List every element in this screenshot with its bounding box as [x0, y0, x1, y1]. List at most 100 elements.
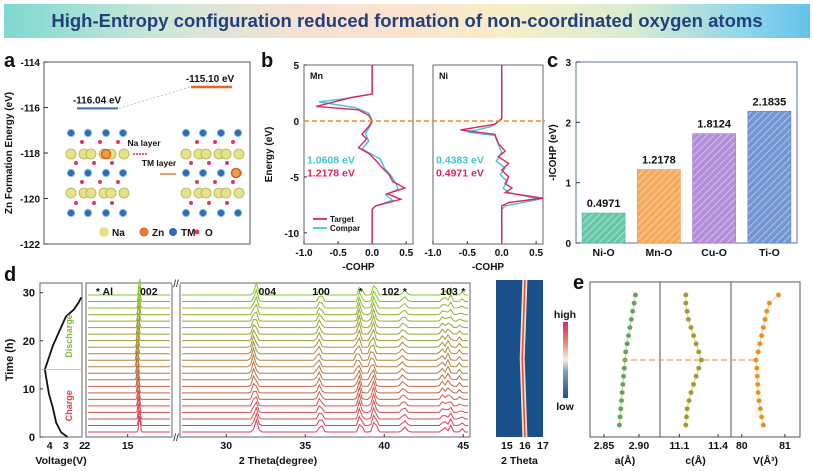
- cohp-line-target: [460, 65, 544, 244]
- na-atom: [118, 148, 130, 160]
- na-atom: [180, 187, 192, 199]
- legend-marker-o: [194, 229, 200, 235]
- icohp-value: 0.4383 eV: [436, 154, 484, 166]
- lattice-point: [617, 405, 624, 412]
- lattice-point: [688, 389, 694, 396]
- lattice-point: [757, 405, 764, 412]
- axis-break-top: //: [173, 279, 179, 290]
- lattice-point: [758, 332, 765, 339]
- voltage-frame: [39, 282, 83, 438]
- y-axis-label: -ICOHP (eV): [548, 124, 559, 181]
- lattice-point: [682, 422, 689, 428]
- contour-map: [496, 280, 543, 437]
- x-tick-label: -0.5: [329, 248, 347, 259]
- lattice-point: [695, 365, 702, 372]
- xrd-pattern: [88, 350, 170, 368]
- xrd-pattern: [88, 298, 170, 316]
- xrd-pattern: [182, 399, 469, 413]
- o-atom: [207, 161, 211, 165]
- xrd-pattern: [88, 344, 170, 361]
- lattice-point: [754, 381, 761, 388]
- lattice-point: [616, 422, 623, 428]
- x-tick-label: Ti-O: [759, 247, 780, 259]
- icohp-value: 1.0608 eV: [307, 154, 355, 166]
- x-tick-label: 17: [537, 440, 549, 452]
- colorbar-low-label: low: [556, 401, 574, 413]
- x-tick-label: Cu-O: [701, 247, 727, 259]
- lattice-point: [756, 340, 763, 347]
- xrd-frame-high: [179, 282, 471, 438]
- lattice-point: [763, 308, 770, 315]
- x-tick-label: 0.0: [495, 248, 509, 259]
- o-atom: [80, 140, 84, 144]
- bar-value-label: 2.1835: [753, 96, 787, 108]
- element-label-mn: Mn: [310, 71, 323, 81]
- xrd-pattern: [182, 406, 469, 420]
- lattice-point: [684, 308, 691, 315]
- xrd-pattern: [88, 331, 170, 348]
- x-axis-label: Voltage(V): [35, 455, 86, 467]
- lattice-point: [758, 413, 765, 420]
- xrd-pattern: [88, 384, 170, 400]
- peak-label: 102: [382, 286, 400, 298]
- xrd-pattern: [182, 340, 468, 355]
- na-atom: [233, 187, 245, 199]
- y-axis-label: Zn Formation Energy (eV): [4, 92, 15, 214]
- lattice-point: [621, 365, 628, 372]
- discharge-label: Discharge: [64, 314, 74, 358]
- tm-atom: [66, 128, 76, 138]
- x-axis-label: c(Å): [685, 454, 705, 467]
- tm-atom: [198, 128, 208, 138]
- o-atom: [189, 161, 193, 165]
- lattice-point: [682, 300, 689, 307]
- x-tick-label: 3: [63, 440, 69, 452]
- o-atom: [92, 161, 96, 165]
- o-atom: [116, 180, 120, 184]
- lattice-point: [760, 422, 767, 428]
- o-atom: [231, 140, 235, 144]
- lattice-point: [618, 397, 625, 404]
- y-tick-label: 10: [23, 384, 35, 396]
- o-atom: [92, 201, 96, 205]
- o-atom: [225, 201, 229, 205]
- x-tick-label: 4: [47, 440, 53, 452]
- xrd-pattern: [88, 390, 170, 407]
- legend-label-tm: TM: [181, 228, 195, 239]
- xrd-pattern: [182, 412, 469, 426]
- bar-value-label: 1.8124: [697, 119, 732, 131]
- xrd-pattern: [182, 328, 468, 342]
- x-tick-label: 30: [220, 440, 232, 452]
- energy-label-low: -116.04 eV: [73, 95, 122, 106]
- peak-label: 004: [259, 286, 277, 298]
- x-tick-label: 2: [79, 440, 85, 452]
- lattice-point: [755, 348, 762, 355]
- contour-peak: [521, 279, 526, 438]
- o-atom: [195, 180, 199, 184]
- tm-atom: [83, 168, 93, 178]
- x-axis-label: -COHP: [472, 262, 505, 273]
- na-atom: [65, 148, 77, 160]
- bar-cu-o: [692, 133, 736, 244]
- x-tick-label: Mn-O: [645, 247, 672, 259]
- x-tick-label: 16: [519, 440, 531, 452]
- xrd-pattern: [88, 416, 170, 433]
- tm-atom: [101, 128, 111, 138]
- charge-label: Charge: [64, 390, 74, 421]
- lattice-point: [620, 373, 627, 380]
- legend-label-zn: Zn: [152, 228, 164, 239]
- x-axis-label: V(Å³): [753, 454, 778, 467]
- x-tick-label: 11.1: [669, 440, 689, 452]
- lattice-point: [755, 389, 762, 396]
- tm-atom: [101, 208, 111, 218]
- o-atom: [207, 201, 211, 205]
- element-label-ni: Ni: [439, 71, 448, 81]
- peak-label: 002: [140, 286, 158, 298]
- na-atom: [85, 187, 97, 199]
- y-tick-label: -114: [21, 58, 41, 69]
- x-tick-label: 0.5: [529, 248, 543, 259]
- na-atom: [220, 148, 232, 160]
- icohp-value: 1.2178 eV: [307, 167, 355, 179]
- xrd-pattern: [88, 364, 170, 381]
- lattice-point: [686, 397, 692, 404]
- o-atom: [213, 180, 217, 184]
